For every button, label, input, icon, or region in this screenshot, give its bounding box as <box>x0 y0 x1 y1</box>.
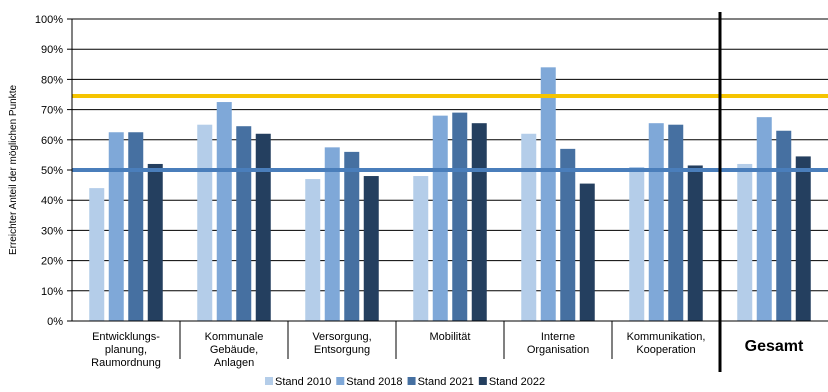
legend-label: Stand 2018 <box>346 376 402 388</box>
y-axis-label: Erreichter Anteil der möglichen Punkte <box>8 85 19 256</box>
y-tick-label: 100% <box>35 14 63 26</box>
bar <box>560 148 576 321</box>
bar <box>432 115 448 321</box>
bar <box>363 176 379 321</box>
bar <box>737 163 753 321</box>
bar <box>108 132 124 321</box>
category-label: Kommunikation, Kooperation <box>627 331 706 356</box>
y-tick-label: 10% <box>41 286 63 298</box>
y-axis-ticks: 0% 10% 20% 30% 40% 50% 60% 70% 80% 90% 100% <box>35 14 63 328</box>
legend-label: Stand 2010 <box>275 376 331 388</box>
y-tick-label: 70% <box>41 105 63 117</box>
legend-swatch <box>478 377 487 385</box>
legend-swatch <box>336 377 345 385</box>
bar <box>521 133 537 321</box>
bar <box>629 166 645 321</box>
legend-swatch <box>407 377 416 385</box>
category-label: Gesamt <box>745 338 804 355</box>
bar <box>344 151 360 321</box>
bar <box>579 183 595 321</box>
bar <box>648 123 664 321</box>
category-label: Versorgung, Entsorgung <box>312 331 371 356</box>
bar <box>668 124 684 321</box>
bar <box>452 112 468 322</box>
category-labels: Entwicklungs-planung, Raumordnung Kommunal… <box>91 331 804 369</box>
y-tick-label: 50% <box>41 165 63 177</box>
category-label: Interne Organisation <box>527 331 589 356</box>
y-tick-label: 20% <box>41 256 63 268</box>
bar <box>89 188 105 321</box>
bar <box>471 123 487 321</box>
y-tick-label: 60% <box>41 135 63 147</box>
category-label: Kommunale Gebäude, Anlagen <box>205 331 264 369</box>
bar <box>305 179 321 321</box>
y-tick-label: 40% <box>41 195 63 207</box>
category-label: Mobilität <box>430 331 471 343</box>
legend-swatch <box>265 377 273 385</box>
legend-label: Stand 2021 <box>418 376 474 388</box>
bar <box>147 163 163 321</box>
bar <box>795 156 811 321</box>
y-tick-label: 30% <box>41 225 63 237</box>
bar <box>128 132 144 321</box>
bars <box>89 67 811 322</box>
reference-lines <box>72 94 828 172</box>
bar <box>413 176 429 321</box>
bar <box>324 147 340 321</box>
legend: Stand 2010 Stand 2018 Stand 2021 Stand 2022 <box>265 376 545 388</box>
y-tick-label: 80% <box>41 74 63 86</box>
axes <box>71 12 828 372</box>
y-tick-label: 90% <box>41 44 63 56</box>
bar <box>255 133 271 321</box>
bar <box>776 130 792 321</box>
bar <box>687 165 703 321</box>
bar <box>216 102 232 321</box>
legend-label: Stand 2022 <box>489 376 545 388</box>
bar <box>197 124 213 321</box>
y-tick-label: 0% <box>47 316 63 328</box>
bar <box>236 126 252 322</box>
category-label: Entwicklungs-planung, Raumordnung <box>91 331 161 369</box>
bar <box>756 117 772 322</box>
bar <box>540 67 556 321</box>
